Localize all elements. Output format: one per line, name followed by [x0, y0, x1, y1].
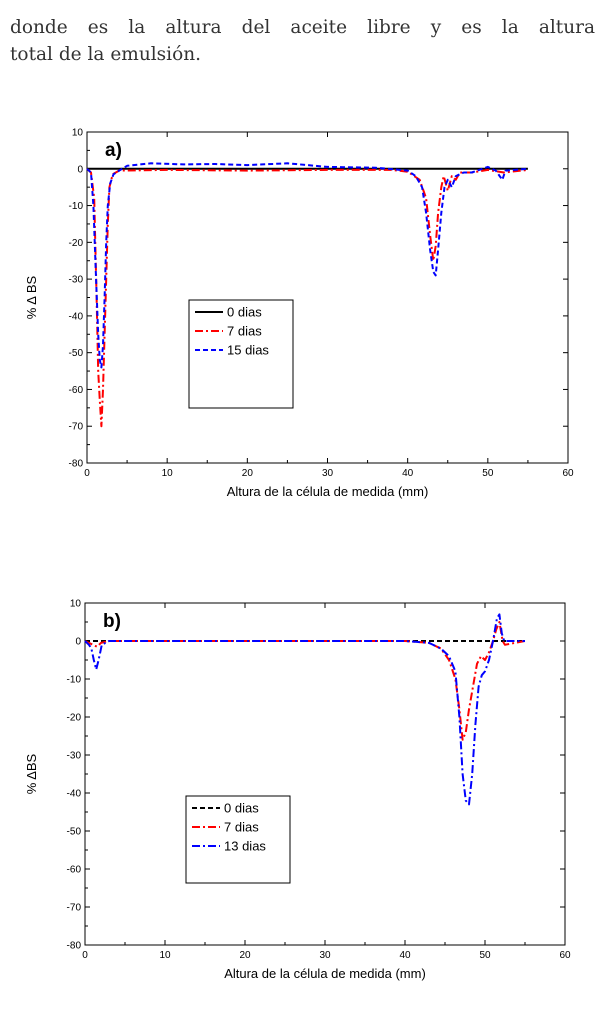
- y-tick-label: -20: [67, 713, 82, 724]
- y-tick-label: -10: [67, 675, 82, 686]
- x-tick-label: 40: [399, 950, 411, 961]
- plot-frame: [84, 602, 566, 946]
- legend-label: 0 dias: [227, 305, 262, 320]
- x-tick-label: 40: [402, 468, 414, 479]
- x-tick-label: 20: [239, 950, 251, 961]
- x-tick-label: 60: [562, 468, 574, 479]
- y-tick-label: -60: [67, 865, 82, 876]
- y-tick-label: -40: [69, 311, 84, 322]
- series-line-13-dias: [84, 613, 525, 806]
- x-tick-label: 20: [242, 468, 254, 479]
- y-tick-label: 0: [77, 164, 83, 175]
- y-tick-label: -50: [67, 827, 82, 838]
- y-tick-label: 10: [70, 599, 82, 610]
- x-tick-label: 30: [319, 950, 331, 961]
- legend-label: 0 dias: [224, 801, 259, 816]
- x-tick-label: 10: [159, 950, 171, 961]
- chart-a: 0 10 20 30 40 50 60 10 0 -10 -20 -30 -40 -50 -60 -70 -80…: [24, 128, 574, 500]
- x-tick-label: 0: [82, 950, 88, 961]
- y-tick-label: -10: [69, 201, 84, 212]
- x-axis-label: Altura de la célula de medida (mm): [224, 966, 426, 981]
- y-tick-label: 0: [75, 637, 81, 648]
- y-tick-label: -70: [69, 422, 84, 433]
- x-tick-label: 30: [322, 468, 334, 479]
- series-line-15-dias: [86, 162, 528, 369]
- y-tick-label: -80: [69, 459, 84, 470]
- y-axis-label: % Δ BS: [24, 275, 39, 319]
- y-tick-label: -40: [67, 789, 82, 800]
- legend-label: 7 dias: [224, 820, 259, 835]
- x-tick-label: 0: [84, 468, 90, 479]
- y-tick-label: -60: [69, 385, 84, 396]
- panel-label: b): [103, 611, 121, 632]
- intro-line-1: donde es la altura del aceite libre y es…: [10, 17, 595, 38]
- x-tick-label: 50: [482, 468, 494, 479]
- intro-paragraph: donde es la altura del aceite libre y es…: [10, 14, 595, 68]
- y-tick-label: -30: [67, 751, 82, 762]
- y-tick-label: 10: [72, 128, 84, 139]
- x-tick-label: 10: [162, 468, 174, 479]
- legend-label: 13 dias: [224, 839, 266, 854]
- y-tick-label: -50: [69, 348, 84, 359]
- y-tick-label: -70: [67, 903, 82, 914]
- x-tick-label: 50: [479, 950, 491, 961]
- panel-label: a): [105, 140, 122, 161]
- legend-label: 7 dias: [227, 324, 262, 339]
- plot-frame: [86, 131, 569, 464]
- y-tick-label: -80: [67, 941, 82, 952]
- x-tick-label: 60: [559, 950, 571, 961]
- legend-box: [185, 795, 291, 884]
- series-line-7-dias: [86, 168, 529, 428]
- series-line-7-dias: [84, 621, 526, 741]
- chart-b: 0 10 20 30 40 50 60 10 0 -10 -20 -30 -40 -50 -60 -70 -80…: [24, 599, 571, 982]
- legend-box: [188, 299, 294, 409]
- y-axis-label: % ΔBS: [24, 753, 39, 794]
- intro-line-2: total de la emulsión.: [10, 44, 201, 65]
- y-tick-label: -20: [69, 238, 84, 249]
- legend-label: 15 dias: [227, 343, 269, 358]
- y-tick-label: -30: [69, 275, 84, 286]
- x-axis-label: Altura de la célula de medida (mm): [227, 484, 429, 499]
